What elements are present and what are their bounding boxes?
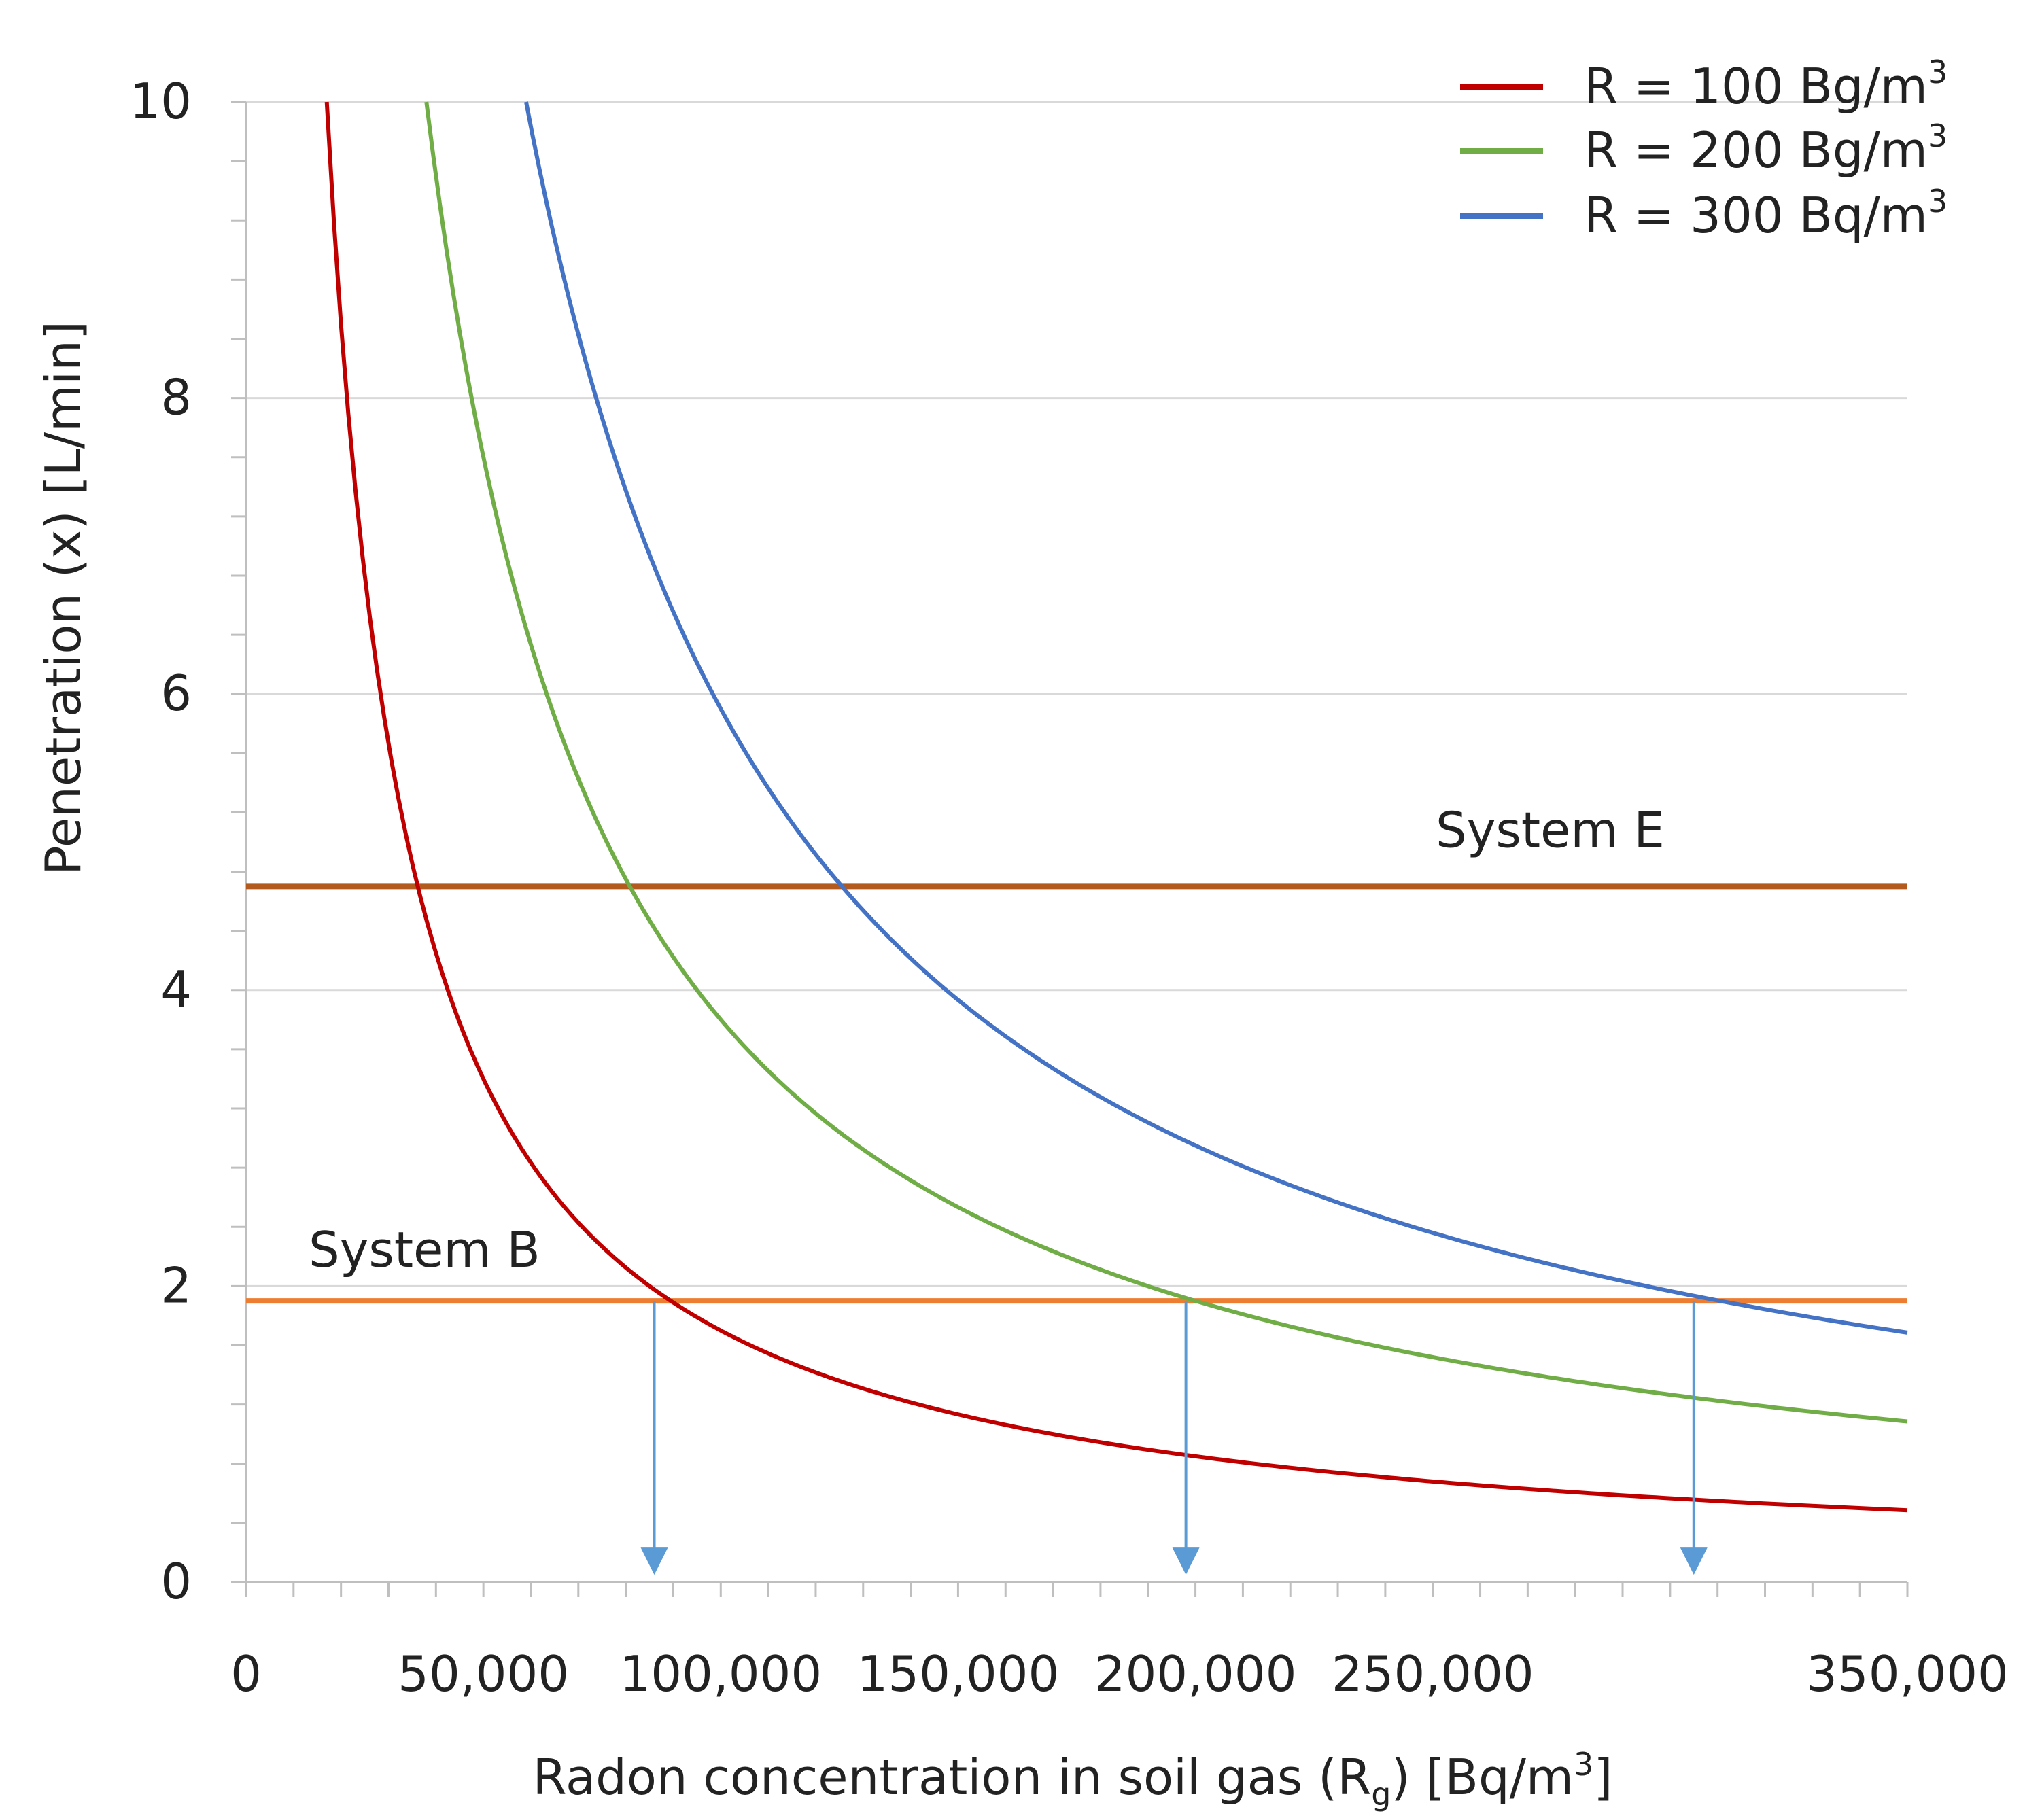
series-1-point xyxy=(1668,1496,1672,1500)
legend-label-3: R = 300 Bq/m3 xyxy=(1584,183,1948,244)
series-2-point xyxy=(424,100,428,104)
minor-ticks xyxy=(231,101,1909,1597)
series-1-point xyxy=(339,322,343,326)
x-axis-title: Radon concentration in soil gas (Rg) [Bq… xyxy=(533,1746,1613,1813)
series-3-point xyxy=(1075,1081,1079,1085)
series-2-point xyxy=(1075,1259,1079,1263)
series-3-point xyxy=(524,100,528,104)
arrow-head-2 xyxy=(1172,1547,1200,1575)
reference-lines xyxy=(246,883,1907,1304)
tick-labels: 0 2 4 6 8 10 0 50,000 100,000 150,000 200,000 250,0… xyxy=(129,73,2009,1702)
x-tick-label-250000: 250,000 xyxy=(1332,1645,1534,1702)
series-3-point xyxy=(1692,1295,1696,1299)
series-2-point xyxy=(505,557,509,561)
series-1-point xyxy=(719,1329,723,1333)
x-axis-title-mid: ) [Bq/m xyxy=(1391,1749,1574,1806)
arrow-head-3 xyxy=(1680,1547,1708,1575)
legend-label-2: R = 200 Bg/m3 xyxy=(1584,118,1948,179)
x-axis-title-superscript: 3 xyxy=(1574,1746,1593,1783)
reference-label-system-e: System E xyxy=(1436,801,1665,858)
gridlines xyxy=(246,101,1907,1287)
series-1-point xyxy=(363,574,367,578)
series-2-point xyxy=(553,714,557,718)
series-1-point xyxy=(1194,1454,1198,1458)
arrow-head-1 xyxy=(640,1547,668,1575)
y-tick-label-6: 6 xyxy=(160,665,192,722)
y-tick-label-4: 4 xyxy=(160,961,192,1018)
series-1-point xyxy=(529,1161,533,1166)
legend-label-1: R = 100 Bg/m3 xyxy=(1584,54,1948,115)
series-2-point xyxy=(956,1206,960,1210)
annotations: System E System B xyxy=(309,801,1665,1278)
x-tick-label-350000: 350,000 xyxy=(1806,1645,2009,1702)
series-3-point xyxy=(576,332,581,336)
series-2-point xyxy=(719,1017,723,1021)
y-axis-title: Penetration (x) [L/min] xyxy=(35,321,92,875)
x-tick-label-0: 0 xyxy=(230,1645,262,1702)
series-1-point xyxy=(956,1413,960,1417)
series-2-point xyxy=(1905,1419,1909,1423)
y-tick-label-0: 0 xyxy=(160,1553,192,1610)
series-2-point xyxy=(837,1130,842,1134)
series-1-point xyxy=(325,100,329,104)
series-3-point xyxy=(719,707,723,711)
series-1-point xyxy=(653,1287,657,1291)
x-axis-title-end: ] xyxy=(1593,1749,1612,1806)
series-line-1 xyxy=(324,101,1908,1513)
legend: R = 100 Bg/m3R = 200 Bg/m3R = 300 Bq/m3 xyxy=(1460,54,1948,244)
series-curves xyxy=(324,100,1909,1513)
series-1-point xyxy=(386,741,390,745)
series-3-point xyxy=(833,875,837,879)
series-3-point xyxy=(1431,1231,1435,1235)
series-line-3 xyxy=(524,101,1908,1335)
y-tick-label-2: 2 xyxy=(160,1257,192,1314)
series-3-point xyxy=(648,553,652,557)
series-3-point xyxy=(956,998,960,1002)
arrows xyxy=(640,1301,1708,1575)
series-1-point xyxy=(814,1370,818,1374)
series-2-point xyxy=(1431,1355,1435,1359)
x-tick-label-50000: 50,000 xyxy=(398,1645,569,1702)
series-3-point xyxy=(1194,1143,1198,1147)
series-2-point xyxy=(1312,1330,1316,1334)
series-line-2 xyxy=(424,101,1908,1424)
x-tick-label-150000: 150,000 xyxy=(857,1645,1060,1702)
series-2-point xyxy=(1668,1392,1672,1396)
x-axis-title-main: Radon concentration in soil gas (R xyxy=(533,1749,1372,1806)
series-2-point xyxy=(457,331,462,335)
reference-label-system-b: System B xyxy=(309,1221,540,1278)
y-tick-label-8: 8 xyxy=(160,369,192,426)
series-1-point xyxy=(415,881,419,886)
series-1-point xyxy=(457,1021,462,1025)
series-1-point xyxy=(1431,1480,1435,1484)
series-3-point xyxy=(1905,1330,1909,1334)
axes xyxy=(245,102,1907,1583)
y-tick-label-10: 10 xyxy=(129,73,192,130)
x-tick-label-100000: 100,000 xyxy=(619,1645,822,1702)
series-1-point xyxy=(1905,1507,1909,1511)
x-axis-title-subscript: g xyxy=(1371,1776,1391,1813)
x-tick-label-200000: 200,000 xyxy=(1094,1645,1297,1702)
series-2-point xyxy=(1184,1296,1188,1300)
series-2-point xyxy=(624,877,628,881)
